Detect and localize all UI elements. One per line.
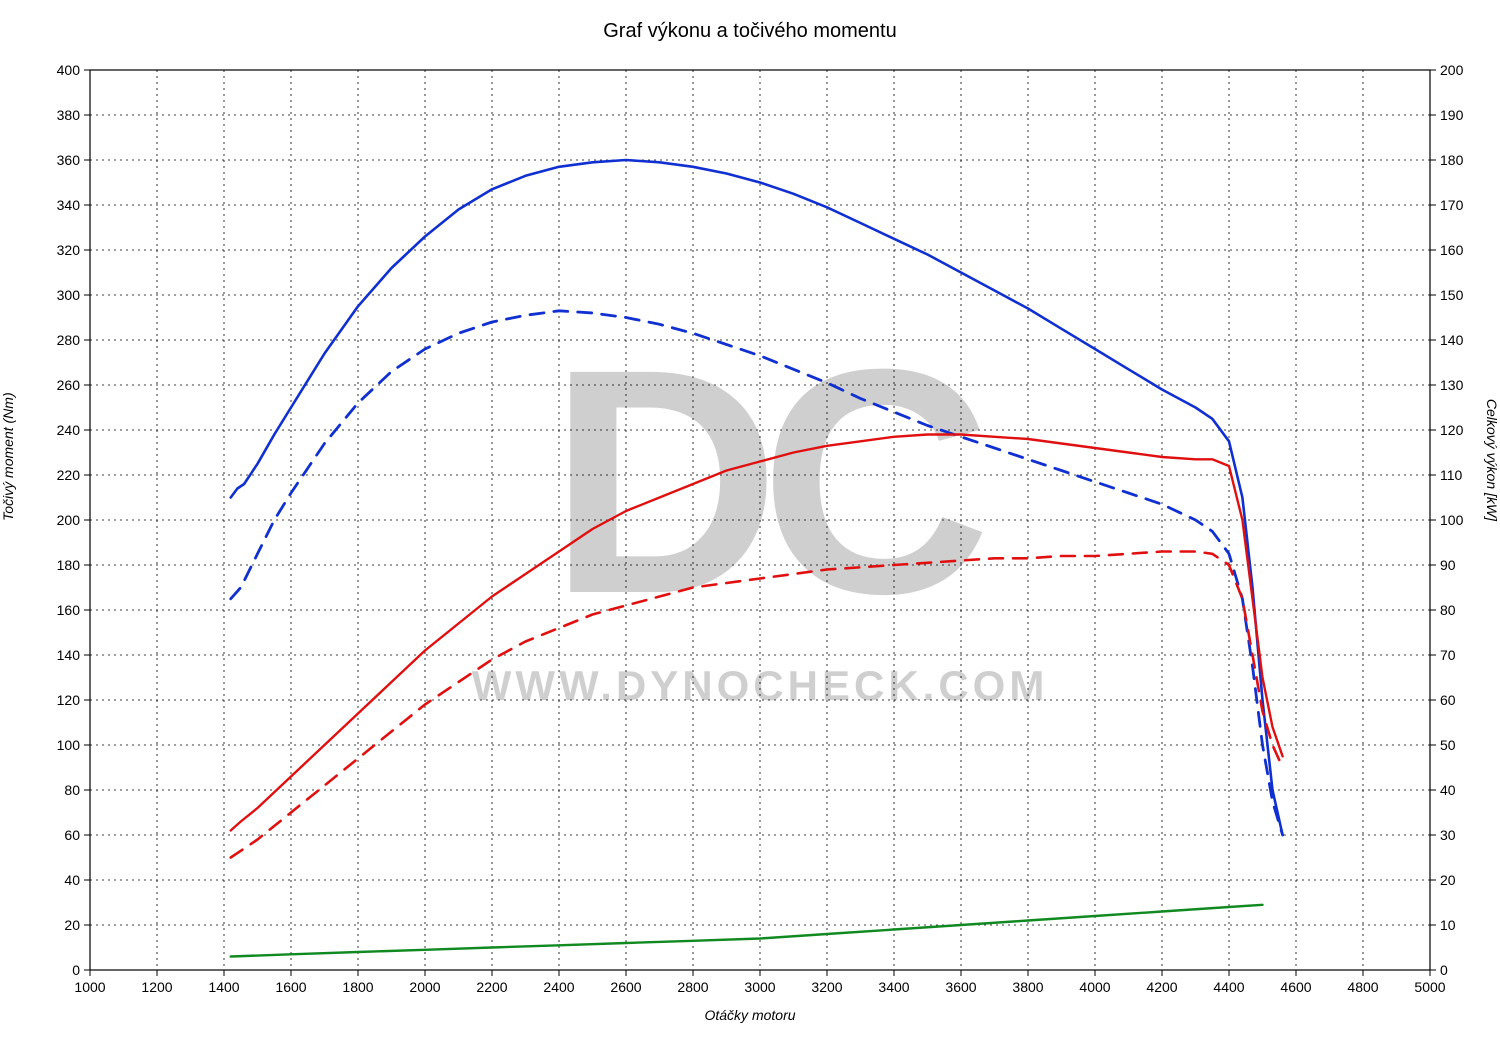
svg-text:4800: 4800	[1347, 979, 1378, 995]
svg-text:70: 70	[1440, 647, 1456, 663]
svg-text:1400: 1400	[208, 979, 239, 995]
svg-text:360: 360	[57, 152, 81, 168]
svg-text:1600: 1600	[275, 979, 306, 995]
svg-text:170: 170	[1440, 197, 1464, 213]
svg-text:60: 60	[64, 827, 80, 843]
svg-text:3000: 3000	[744, 979, 775, 995]
svg-text:80: 80	[64, 782, 80, 798]
svg-text:320: 320	[57, 242, 81, 258]
svg-text:400: 400	[57, 62, 81, 78]
svg-text:3600: 3600	[945, 979, 976, 995]
svg-text:300: 300	[57, 287, 81, 303]
svg-text:140: 140	[57, 647, 81, 663]
svg-text:220: 220	[57, 467, 81, 483]
svg-text:160: 160	[57, 602, 81, 618]
svg-text:30: 30	[1440, 827, 1456, 843]
svg-text:200: 200	[1440, 62, 1464, 78]
svg-text:110: 110	[1440, 467, 1463, 483]
svg-text:3200: 3200	[811, 979, 842, 995]
svg-text:120: 120	[1440, 422, 1464, 438]
svg-text:180: 180	[1440, 152, 1464, 168]
svg-text:3800: 3800	[1012, 979, 1043, 995]
svg-text:0: 0	[72, 962, 80, 978]
svg-text:10: 10	[1440, 917, 1456, 933]
svg-text:2000: 2000	[409, 979, 440, 995]
svg-text:1200: 1200	[141, 979, 172, 995]
svg-text:DC: DC	[549, 302, 985, 660]
dyno-chart: Graf výkonu a točivého momentu Otáčky mo…	[0, 0, 1500, 1041]
svg-text:2600: 2600	[610, 979, 641, 995]
svg-text:40: 40	[1440, 782, 1456, 798]
svg-text:20: 20	[1440, 872, 1456, 888]
svg-text:160: 160	[1440, 242, 1464, 258]
svg-text:380: 380	[57, 107, 81, 123]
svg-text:240: 240	[57, 422, 81, 438]
svg-text:340: 340	[57, 197, 81, 213]
svg-text:100: 100	[1440, 512, 1464, 528]
svg-text:2200: 2200	[476, 979, 507, 995]
svg-text:140: 140	[1440, 332, 1464, 348]
svg-text:90: 90	[1440, 557, 1456, 573]
svg-text:80: 80	[1440, 602, 1456, 618]
svg-text:200: 200	[57, 512, 81, 528]
svg-text:0: 0	[1440, 962, 1448, 978]
svg-text:4600: 4600	[1280, 979, 1311, 995]
svg-text:4400: 4400	[1213, 979, 1244, 995]
svg-text:280: 280	[57, 332, 81, 348]
chart-svg: DCWWW.DYNOCHECK.COM100012001400160018002…	[0, 0, 1500, 1041]
svg-text:50: 50	[1440, 737, 1456, 753]
svg-text:100: 100	[57, 737, 81, 753]
svg-text:120: 120	[57, 692, 81, 708]
svg-text:130: 130	[1440, 377, 1464, 393]
svg-text:20: 20	[64, 917, 80, 933]
svg-text:40: 40	[64, 872, 80, 888]
svg-text:180: 180	[57, 557, 81, 573]
svg-text:4200: 4200	[1146, 979, 1177, 995]
svg-text:150: 150	[1440, 287, 1464, 303]
svg-text:190: 190	[1440, 107, 1464, 123]
svg-text:1000: 1000	[74, 979, 105, 995]
svg-text:3400: 3400	[878, 979, 909, 995]
svg-text:1800: 1800	[342, 979, 373, 995]
svg-text:60: 60	[1440, 692, 1456, 708]
svg-text:2800: 2800	[677, 979, 708, 995]
svg-text:260: 260	[57, 377, 81, 393]
svg-text:4000: 4000	[1079, 979, 1110, 995]
svg-text:2400: 2400	[543, 979, 574, 995]
svg-text:5000: 5000	[1414, 979, 1445, 995]
